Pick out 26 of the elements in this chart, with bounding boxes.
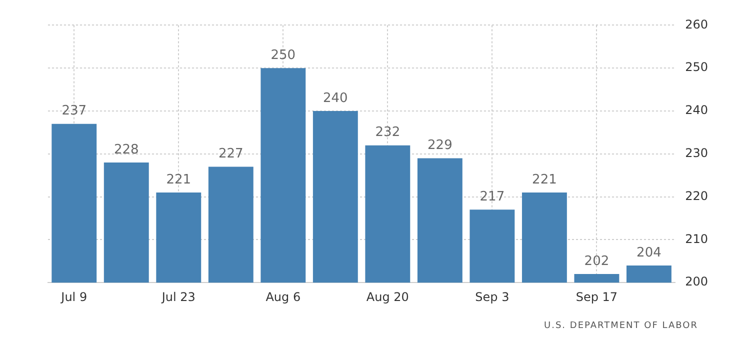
y-tick-label: 250 — [685, 60, 708, 74]
y-tick-label: 200 — [685, 274, 708, 289]
x-tick-label: Aug 20 — [366, 290, 409, 304]
data-label: 204 — [636, 245, 662, 260]
data-label: 227 — [218, 146, 244, 162]
y-tick-label: 260 — [685, 17, 708, 32]
y-tick-label: 230 — [685, 146, 708, 160]
data-label: 221 — [166, 172, 192, 188]
data-label: 232 — [375, 125, 400, 140]
x-tick-label: Jul 23 — [160, 290, 196, 304]
x-tick-label: Sep 17 — [576, 290, 618, 304]
x-tick-label: Jul 9 — [60, 290, 88, 304]
data-label: 229 — [428, 138, 452, 154]
data-label: 202 — [584, 254, 610, 269]
y-tick-label: 210 — [685, 232, 708, 246]
x-tick-label: Aug 6 — [266, 290, 301, 304]
y-tick-label: 240 — [685, 103, 708, 118]
data-label: 228 — [114, 142, 139, 158]
text: U.S. DEPARTMENT OF LABOR — [543, 321, 699, 331]
y-tick-label: 220 — [685, 188, 708, 203]
data-label: 237 — [62, 104, 87, 119]
x-tick-label: Sep 3 — [475, 290, 510, 304]
data-label: 240 — [323, 90, 348, 106]
data-label: 217 — [480, 190, 505, 205]
data-label: 250 — [270, 48, 296, 63]
data-label: 221 — [532, 172, 557, 188]
